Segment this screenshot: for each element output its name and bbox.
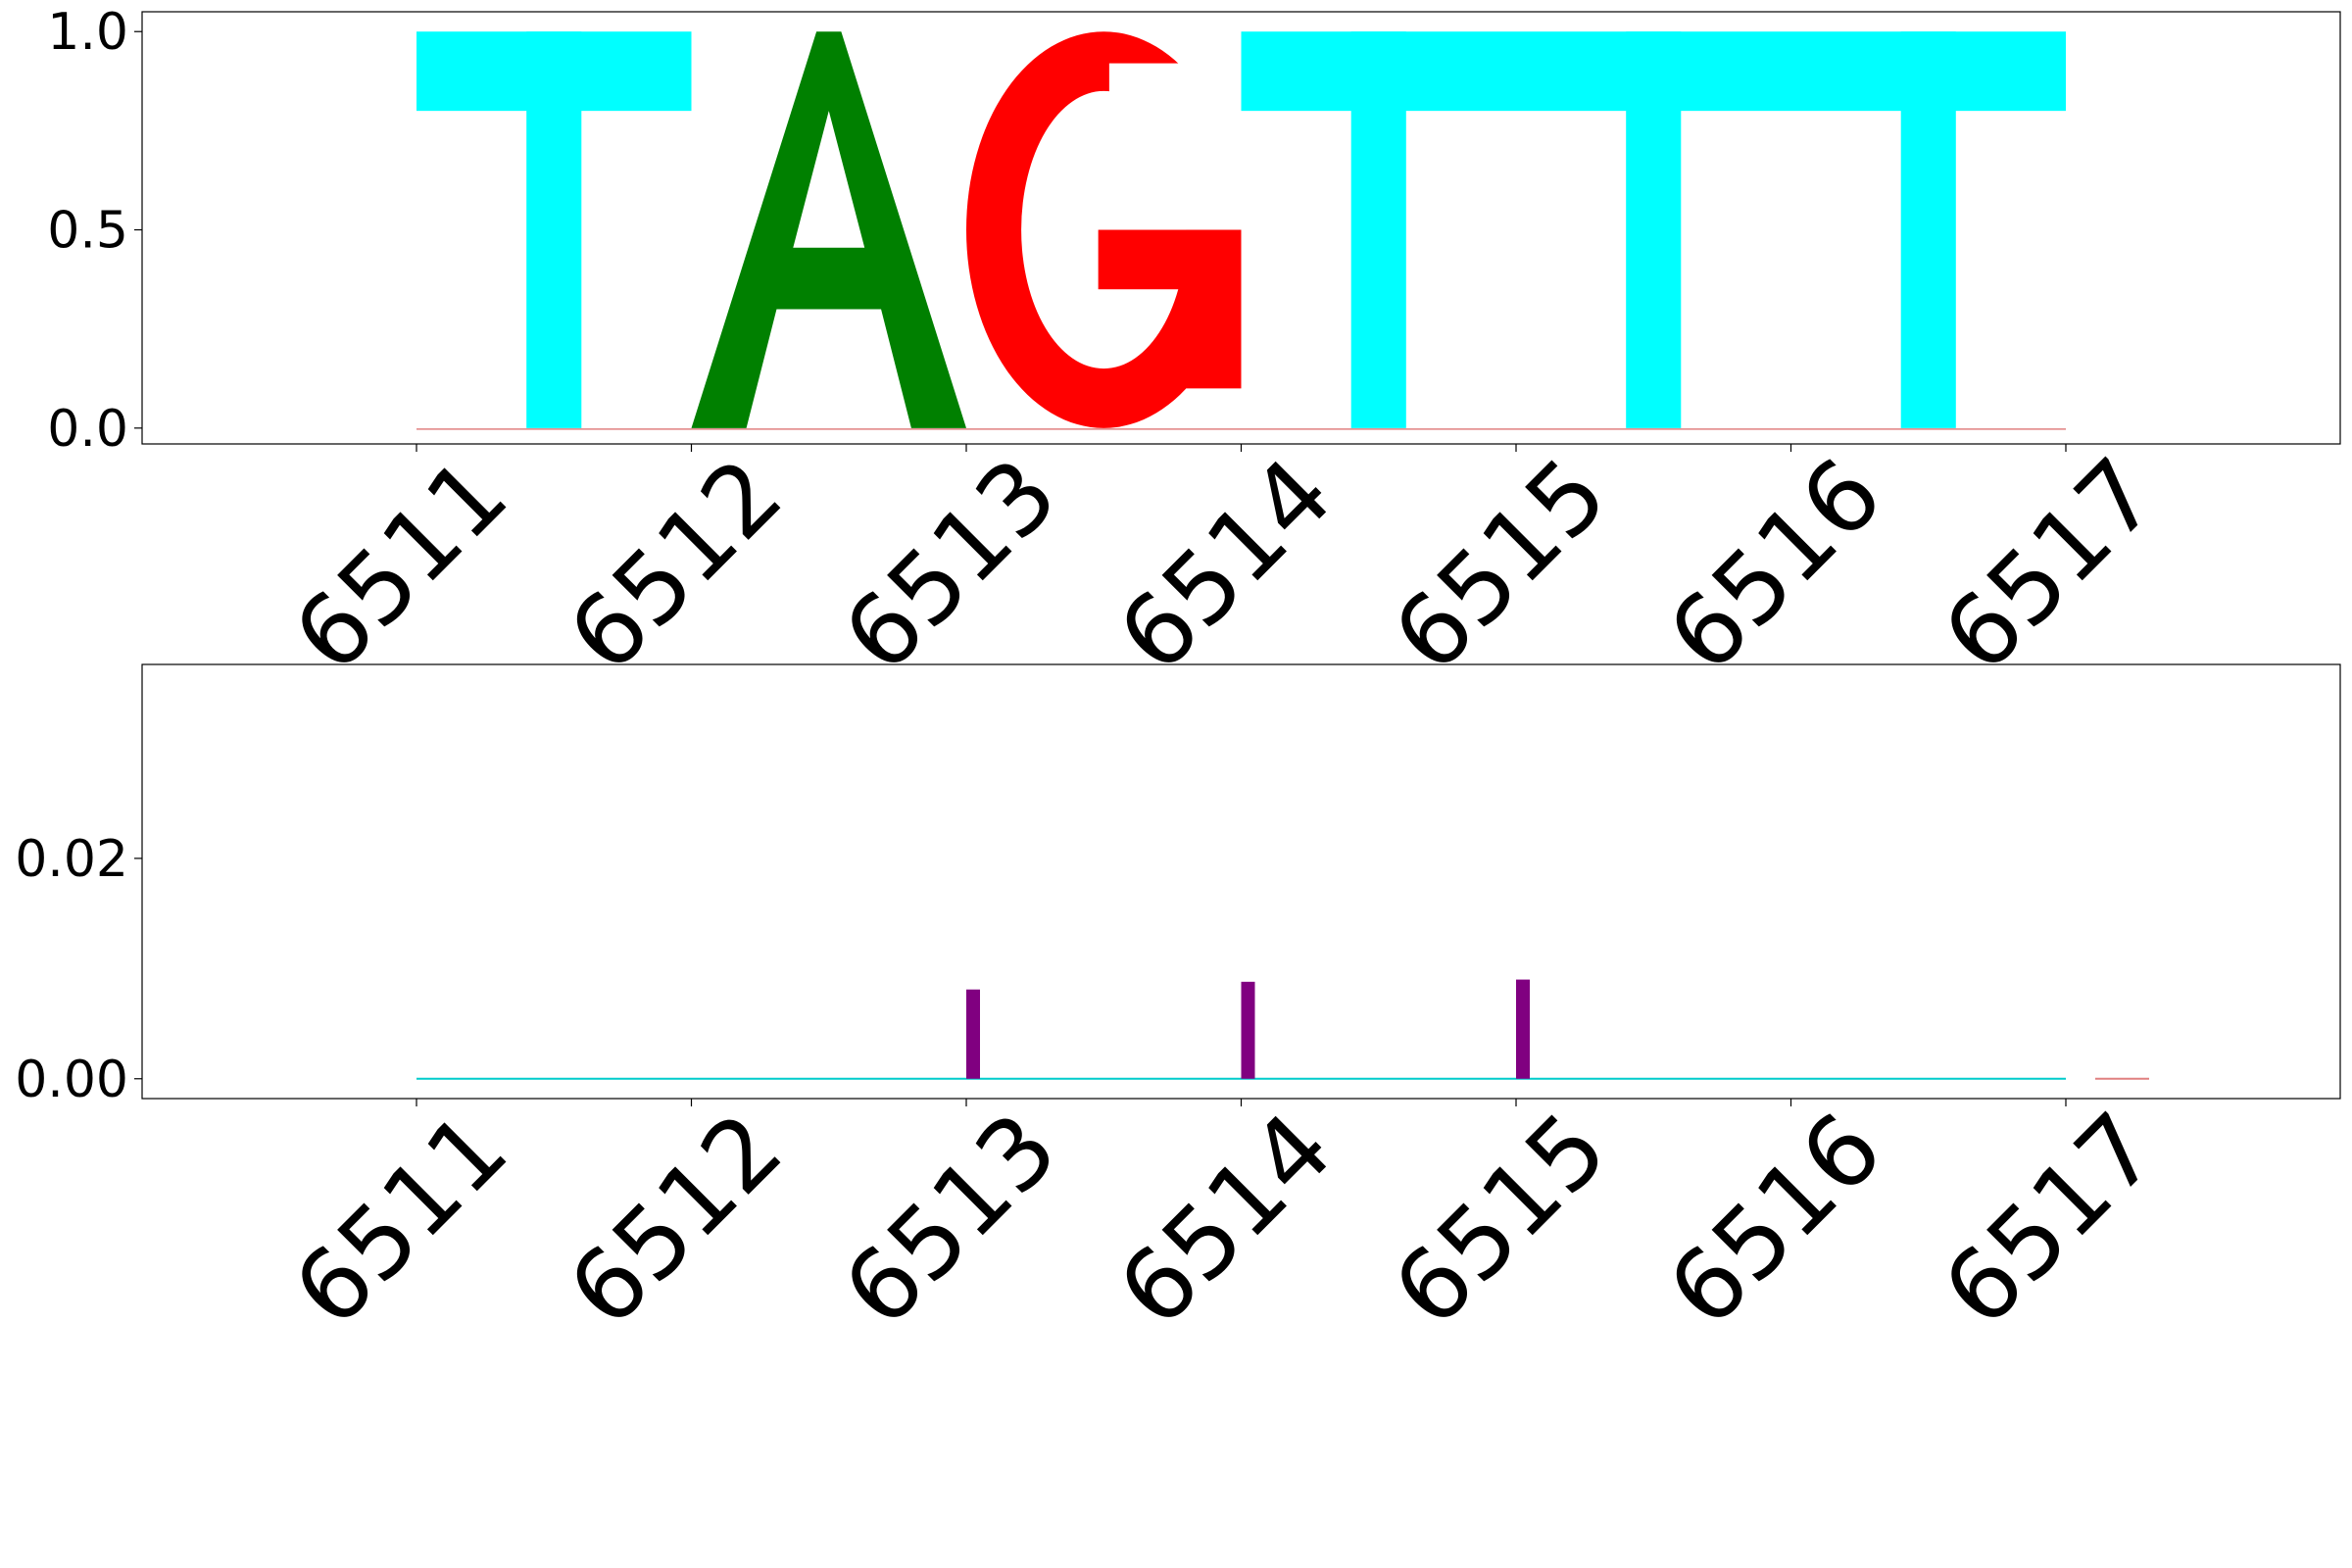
logo-letter-T-stem <box>1900 31 1956 428</box>
bar <box>1516 979 1530 1079</box>
y-tick-label: 1.0 <box>47 3 128 62</box>
bar <box>966 989 980 1079</box>
logo-letter-A-counter <box>793 111 865 248</box>
logo-letter-T-stem <box>1626 31 1682 428</box>
y-tick-label: 0.0 <box>47 400 128 459</box>
logo-letter-T-stem <box>1350 31 1406 428</box>
y-tick-label: 0.02 <box>15 830 128 889</box>
logo-letter-G-spur <box>1186 229 1242 389</box>
bar <box>1241 981 1255 1079</box>
logo-letter-G-mouth <box>1108 63 1248 230</box>
y-tick-label: 0.00 <box>15 1051 128 1109</box>
logo-letter-T-stem <box>526 31 582 428</box>
y-tick-label: 0.5 <box>47 202 128 261</box>
